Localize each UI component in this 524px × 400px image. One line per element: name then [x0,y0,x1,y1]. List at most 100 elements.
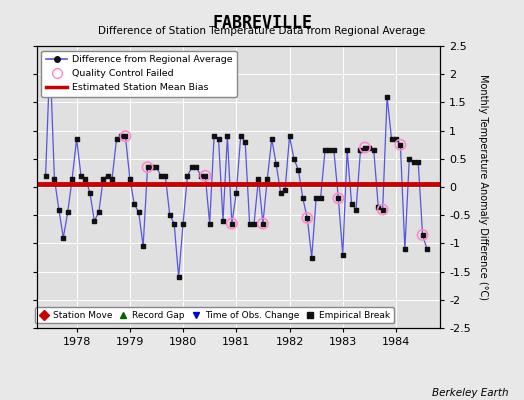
Point [81,175,90,182]
Point [108,175,116,182]
Point [352,206,360,213]
Point [330,147,338,154]
Point [201,172,210,179]
Point [228,220,236,227]
Point [405,156,413,162]
Point [179,220,187,227]
Point [236,133,245,140]
Point [334,195,343,202]
Point [59,234,68,241]
Point [90,218,99,224]
Point [214,136,223,142]
Point [192,164,201,170]
Point [396,142,405,148]
Point [152,164,161,170]
Point [383,94,391,100]
Point [228,220,236,227]
Point [254,175,263,182]
Point [241,139,249,145]
Point [68,175,77,182]
Point [135,209,143,216]
Point [148,164,156,170]
Point [347,201,356,207]
Point [369,147,378,154]
Point [46,54,54,60]
Point [144,164,152,170]
Point [210,133,219,140]
Point [121,133,129,140]
Point [103,172,112,179]
Point [196,172,205,179]
Point [201,172,210,179]
Point [86,190,94,196]
Point [72,136,81,142]
Point [188,164,196,170]
Point [54,206,63,213]
Point [325,147,334,154]
Point [245,220,254,227]
Point [259,220,267,227]
Point [112,136,121,142]
Point [387,136,396,142]
Point [299,195,307,202]
Point [130,201,138,207]
Point [219,218,227,224]
Point [334,195,343,202]
Point [365,144,374,151]
Point [378,206,387,213]
Point [308,254,316,261]
Point [277,190,285,196]
Point [121,133,129,140]
Point [286,133,294,140]
Point [144,164,152,170]
Point [418,232,427,238]
Point [361,144,369,151]
Point [41,172,50,179]
Point [418,232,427,238]
Point [414,158,422,165]
Text: Berkeley Earth: Berkeley Earth [432,388,508,398]
Point [294,167,302,173]
Point [157,172,165,179]
Point [378,206,387,213]
Point [401,246,409,252]
Point [396,142,405,148]
Y-axis label: Monthly Temperature Anomaly Difference (°C): Monthly Temperature Anomaly Difference (… [477,74,488,300]
Point [303,215,311,221]
Point [77,172,85,179]
Point [392,136,400,142]
Point [99,175,107,182]
Point [139,243,147,250]
Point [272,161,280,168]
Point [166,212,174,218]
Point [423,246,431,252]
Point [161,172,170,179]
Legend: Station Move, Record Gap, Time of Obs. Change, Empirical Break: Station Move, Record Gap, Time of Obs. C… [35,307,394,324]
Point [361,144,369,151]
Text: Difference of Station Temperature Data from Regional Average: Difference of Station Temperature Data f… [99,26,425,36]
Point [95,209,103,216]
Point [263,175,271,182]
Point [343,147,352,154]
Point [316,195,325,202]
Point [117,133,125,140]
Point [303,215,311,221]
Text: FABREVILLE: FABREVILLE [212,14,312,32]
Point [268,136,276,142]
Point [170,220,178,227]
Point [374,204,383,210]
Point [312,195,320,202]
Point [50,175,59,182]
Point [410,158,418,165]
Point [339,252,347,258]
Point [63,209,72,216]
Point [290,156,298,162]
Point [223,133,232,140]
Point [321,147,329,154]
Point [356,147,365,154]
Point [232,190,241,196]
Point [174,274,183,280]
Point [205,220,214,227]
Point [126,175,134,182]
Point [250,220,258,227]
